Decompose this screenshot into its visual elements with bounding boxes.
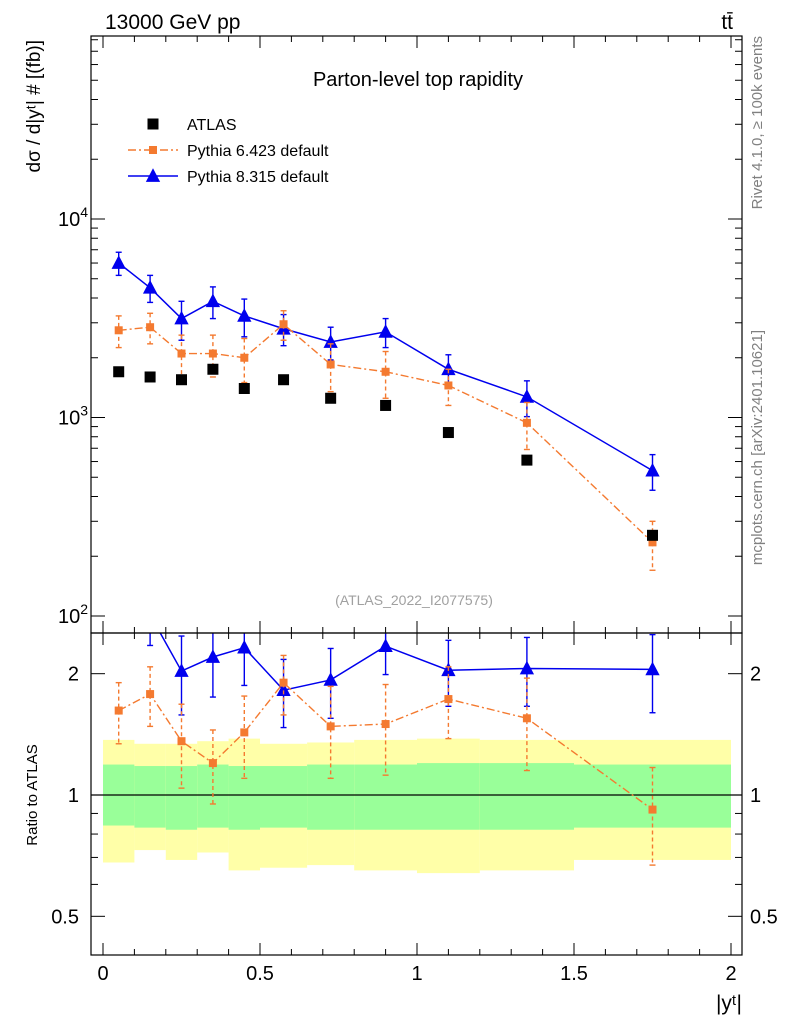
pythia6-point — [444, 381, 453, 390]
ratio-tick-label-right: 2 — [750, 664, 761, 686]
legend-label: ATLAS — [187, 117, 237, 134]
pythia6-point — [648, 538, 657, 547]
legend-atlas-marker — [147, 118, 159, 130]
x-tick-label: 2 — [725, 963, 736, 985]
pythia8-point — [441, 361, 456, 376]
pythia6-point — [146, 323, 155, 332]
pythia6-point — [522, 418, 531, 427]
mcplots-label: mcplots.cern.ch [arXiv:2401.10621] — [749, 330, 766, 565]
stat-uncertainty-band — [417, 763, 480, 830]
pythia6-ratio-point — [114, 706, 123, 715]
pythia6-ratio-point — [279, 678, 288, 687]
atlas-data-point — [647, 529, 658, 541]
pythia8-point — [378, 324, 393, 338]
pythia8-ratio-point — [112, 568, 126, 582]
ratio-panel-frame — [90, 632, 743, 956]
pythia6-ratio-point — [326, 722, 335, 731]
pythia6-ratio-point — [444, 695, 453, 704]
x-tick-label: 0.5 — [246, 963, 274, 985]
pythia6-ratio-line — [118, 681, 653, 811]
pythia8-ratio-point — [519, 660, 535, 675]
pythia8-ratio-point — [323, 672, 338, 686]
y-tick-label: 102 — [58, 601, 88, 628]
pythia6-ratio-point — [381, 720, 390, 729]
atlas-data-point — [380, 399, 392, 411]
stat-uncertainty-band — [479, 763, 574, 830]
pythia8-ratio-point — [174, 663, 189, 677]
y-tick-label: 104 — [58, 204, 88, 231]
main-panel-series — [111, 251, 660, 571]
pythia8-point — [205, 293, 221, 308]
legend: ATLAS Pythia 6.423 default Pythia 8.315 de… — [128, 117, 329, 186]
stat-uncertainty-band — [354, 764, 417, 830]
atlas-data-point — [207, 363, 219, 375]
stat-uncertainty-band — [307, 764, 355, 830]
atlas-data-point — [238, 382, 250, 394]
pythia6-point — [208, 349, 217, 358]
pythia6-ratio-point — [208, 759, 217, 768]
ratio-tick-label-left: 2 — [68, 664, 79, 686]
y-tick-label: 103 — [58, 403, 88, 430]
pythia8-ratio-point — [143, 607, 157, 621]
pythia6-point — [326, 360, 335, 369]
pythia6-ratio-point — [146, 690, 155, 699]
pythia6-ratio-point — [240, 728, 249, 737]
ratio-tick-label-right: 0.5 — [750, 906, 778, 928]
legend-label: Pythia 8.315 default — [187, 169, 329, 186]
ratio-panel-series — [112, 568, 660, 866]
atlas-data-point — [144, 371, 156, 383]
pythia6-ratio-point — [648, 805, 657, 814]
process-label: tt̄ — [721, 11, 733, 34]
atlas-data-point — [278, 374, 290, 386]
legend-label: Pythia 6.423 default — [187, 143, 329, 160]
pythia8-point — [323, 334, 338, 348]
ratio-tick-label-right: 1 — [750, 785, 761, 807]
pythia6-point — [177, 349, 186, 358]
pythia8-ratio-point — [276, 682, 291, 697]
atlas-data-point — [113, 366, 125, 378]
pythia8-point — [142, 280, 158, 294]
atlas-data-point — [325, 392, 337, 404]
x-tick-label: 1.5 — [560, 963, 588, 985]
pythia6-point — [279, 320, 288, 329]
ratio-tick-label-left: 0.5 — [51, 906, 79, 928]
ratio-tick-label-left: 1 — [68, 785, 79, 807]
pythia8-point — [174, 310, 189, 325]
atlas-data-point — [442, 427, 454, 439]
energy-label: 13000 GeV pp — [105, 11, 240, 34]
legend-pythia8-marker — [145, 168, 161, 182]
pythia6-point — [381, 367, 390, 376]
pythia6-line — [118, 323, 653, 543]
pythia8-point — [111, 255, 126, 269]
stat-uncertainty-band — [134, 766, 166, 828]
x-axis-title: |yᵗ| — [716, 992, 742, 1015]
pythia8-ratio-point — [645, 661, 660, 676]
pythia8-point — [519, 389, 535, 403]
stat-uncertainty-band — [260, 766, 308, 828]
y-axis-title: dσ / d|yᵗ| # [(fb)] — [24, 40, 45, 172]
pythia8-ratio-point — [237, 639, 252, 654]
rivet-label: Rivet 4.1.0, ≥ 100k events — [749, 36, 766, 209]
x-tick-label: 0 — [97, 963, 108, 985]
atlas-data-point — [176, 374, 187, 386]
legend-pythia6-marker — [149, 146, 157, 154]
axes-and-ticks: 0 0.5 1 1.5 2 102 103 104 0.5 0.5 1 1 2 2 — [51, 36, 778, 985]
pythia6-ratio-point — [522, 714, 531, 723]
ratio-axis-title: Ratio to ATLAS — [24, 744, 41, 845]
pythia6-point — [240, 353, 249, 362]
analysis-tag: (ATLAS_2022_I2077575) — [335, 592, 493, 608]
pythia8-ratio-point — [205, 649, 221, 663]
pythia8-ratio-point — [378, 638, 393, 653]
pythia6-ratio-point — [177, 737, 186, 746]
pythia8-point — [237, 308, 252, 322]
pythia8-point — [645, 462, 660, 477]
ratio-uncertainty-bands — [103, 738, 731, 874]
chart-title: Parton-level top rapidity — [313, 69, 523, 91]
pythia6-point — [114, 326, 123, 335]
atlas-data-point — [521, 454, 533, 466]
x-tick-label: 1 — [411, 963, 422, 985]
